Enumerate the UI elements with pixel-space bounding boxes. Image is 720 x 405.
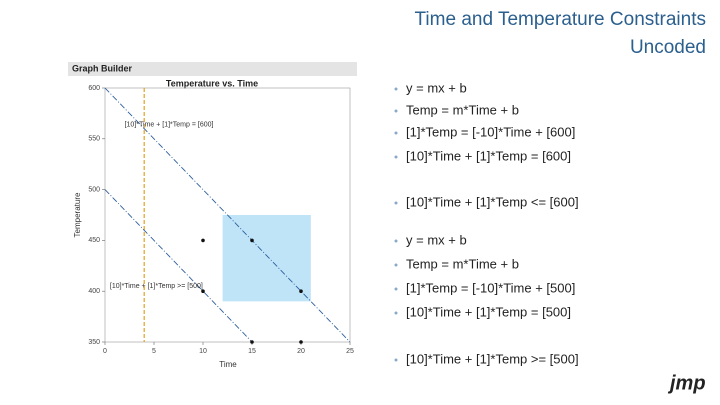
x-tick-label: 15	[248, 348, 256, 355]
logo: jmp	[667, 372, 706, 394]
x-tick-label: 0	[103, 348, 107, 355]
x-tick-label: 5	[152, 348, 156, 355]
bullet: [10]*Time + [1]*Temp <= [600]	[406, 194, 579, 209]
bullet-dot	[394, 155, 398, 159]
constraint-line	[104, 87, 351, 343]
bullet-dot	[394, 109, 398, 113]
region	[222, 215, 311, 302]
bullet: [1]*Temp = [-10]*Time + [500]	[406, 280, 575, 295]
window-title: Graph Builder	[72, 63, 133, 73]
point	[299, 340, 303, 344]
y-tick-label: 550	[88, 136, 100, 143]
bullet-dot	[394, 87, 398, 91]
bullet-dot	[394, 287, 398, 291]
point	[250, 238, 254, 243]
x-tick-label: 10	[199, 348, 207, 355]
y-tick-label: 400	[88, 288, 100, 295]
y-tick-label: 600	[88, 85, 100, 92]
bullet: [10]*Time + [1]*Temp >= [500]	[406, 351, 579, 366]
bullet-dot	[394, 263, 398, 267]
bullet-dot	[394, 311, 398, 315]
x-tick-label: 25	[346, 348, 354, 355]
window-header	[68, 62, 357, 76]
x-axis-label: Time	[219, 360, 237, 369]
bullet: [10]*Time + [1]*Temp = [600]	[406, 148, 571, 163]
bullet-dot	[394, 239, 398, 243]
y-tick-label: 500	[88, 186, 100, 193]
point	[299, 289, 303, 294]
y-tick-label: 450	[88, 237, 100, 244]
plot-frame	[104, 87, 351, 343]
bullet: Temp = m*Time + b	[406, 102, 519, 117]
bullet: [1]*Temp = [-10]*Time + [600]	[406, 124, 575, 139]
point	[250, 340, 254, 344]
bullet-dot	[394, 201, 398, 205]
point	[201, 238, 205, 243]
y-axis-label: Temperature	[73, 192, 82, 237]
chart-title: Temperature vs. Time	[166, 78, 258, 88]
bullet-dot	[394, 358, 398, 362]
y-tick-label: 350	[88, 339, 100, 346]
annotation: [10]*Time + [1]*Temp >= [500]	[110, 283, 203, 290]
annotation: [10]*Time + [1]*Temp = [600]	[125, 121, 214, 128]
point	[201, 289, 205, 294]
constraint-line	[104, 189, 253, 343]
bullet: y = mx + b	[406, 80, 467, 95]
x-tick-label: 20	[297, 348, 305, 355]
bullet: Temp = m*Time + b	[406, 256, 519, 271]
bullet: [10]*Time + [1]*Temp = [500]	[406, 304, 571, 319]
slide-title: Uncoded	[630, 37, 706, 58]
slide-title: Time and Temperature Constraints	[415, 9, 706, 30]
bullet-dot	[394, 131, 398, 135]
bullet: y = mx + b	[406, 232, 467, 247]
